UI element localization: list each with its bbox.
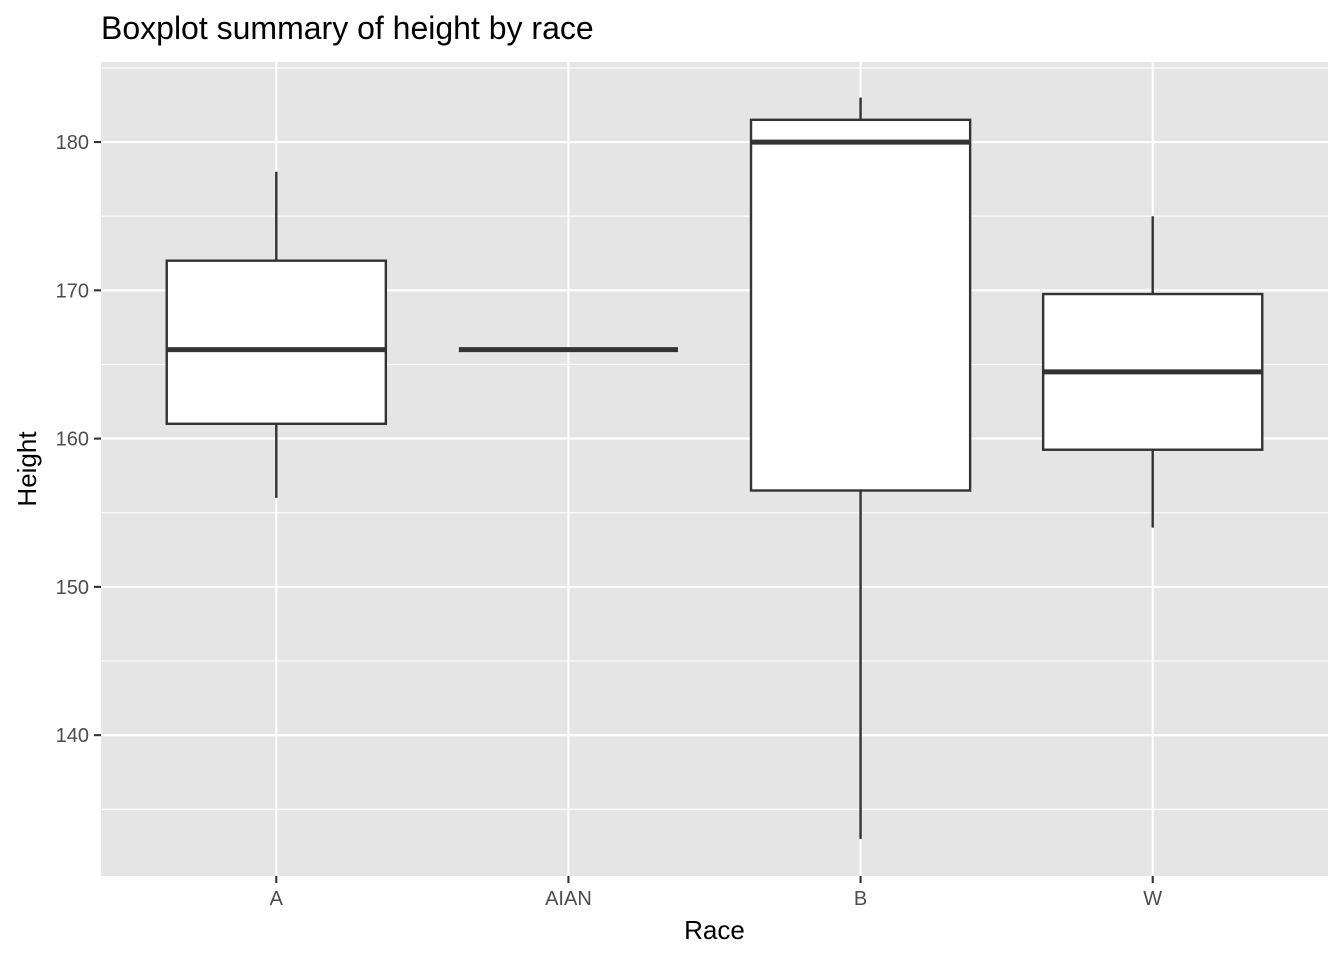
x-axis-title: Race: [684, 915, 745, 945]
box-w: [1041, 216, 1264, 528]
x-tick-label: AIAN: [545, 888, 592, 910]
y-tick-label: 170: [56, 280, 89, 302]
y-tick-label: 150: [56, 577, 89, 599]
iqr-box: [749, 118, 972, 492]
x-tick-label: W: [1143, 888, 1162, 910]
x-tick-label: A: [270, 888, 284, 910]
chart-title: Boxplot summary of height by race: [101, 10, 594, 46]
axes: 140 150 160 170 180 A AIAN B W: [56, 132, 1163, 910]
iqr-box: [165, 259, 388, 425]
box-a: [165, 171, 388, 498]
x-tick-label: B: [854, 888, 867, 910]
y-axis-title: Height: [12, 431, 42, 507]
y-tick-label: 140: [56, 725, 89, 747]
y-tick-label: 160: [56, 429, 89, 451]
plot-panel: [101, 62, 1328, 876]
y-tick-label: 180: [56, 132, 89, 154]
boxes: [165, 97, 1264, 839]
box-b: [749, 97, 972, 839]
